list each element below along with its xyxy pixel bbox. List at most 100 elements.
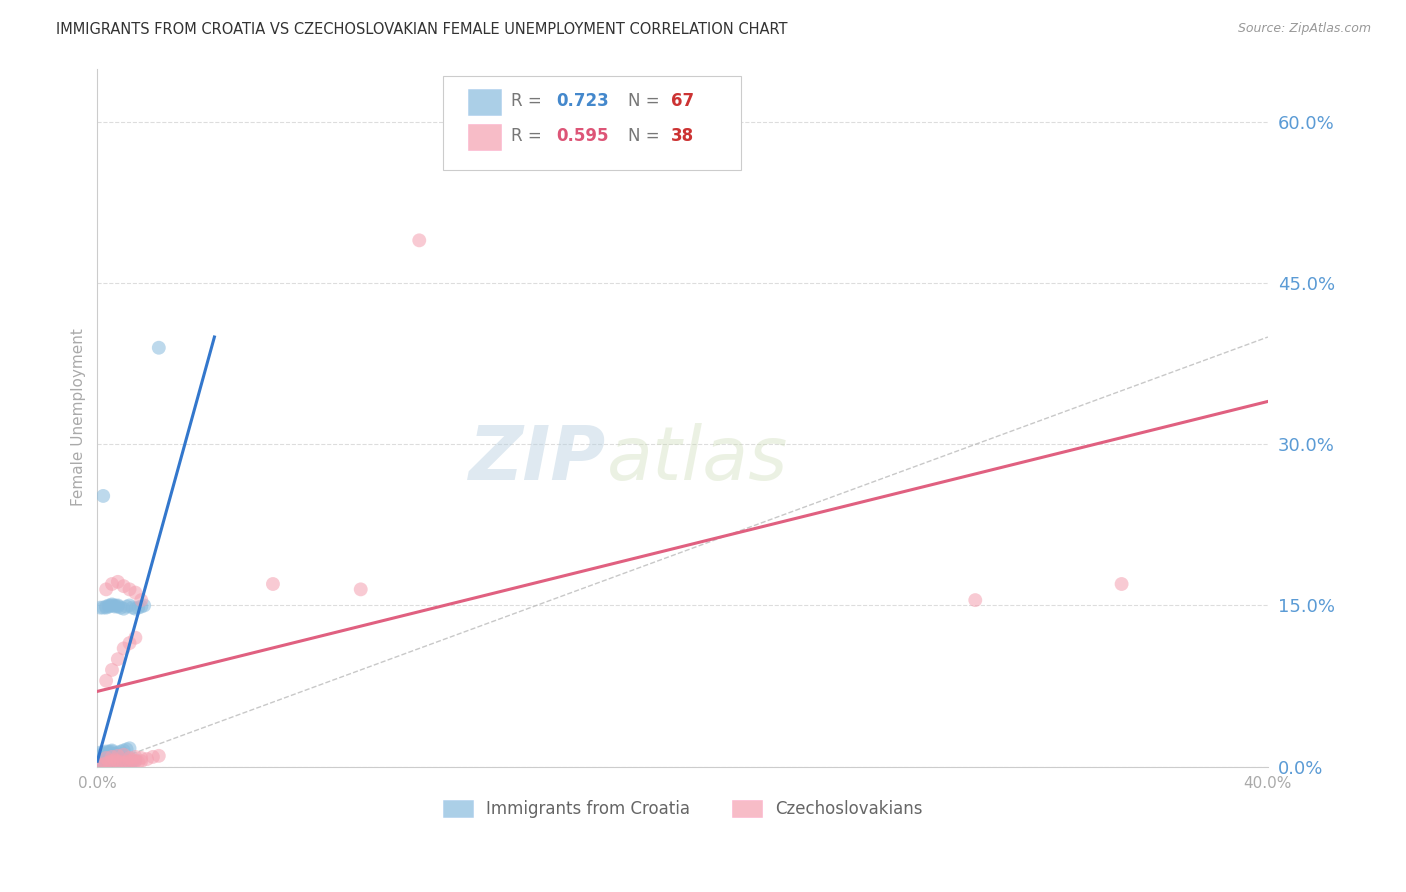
Bar bbox=[468, 124, 501, 150]
Point bbox=[98, 758, 121, 772]
Point bbox=[101, 599, 124, 613]
Point bbox=[118, 741, 141, 756]
Point bbox=[107, 756, 129, 770]
Point bbox=[98, 746, 121, 760]
Point bbox=[94, 673, 117, 688]
Point bbox=[121, 754, 143, 768]
Legend: Immigrants from Croatia, Czechoslovakians: Immigrants from Croatia, Czechoslovakian… bbox=[436, 793, 929, 824]
Text: 0.723: 0.723 bbox=[557, 93, 609, 111]
Point bbox=[112, 743, 135, 757]
Point bbox=[89, 756, 111, 771]
Point bbox=[89, 759, 111, 773]
Point bbox=[91, 756, 114, 771]
Point bbox=[101, 758, 124, 772]
Point bbox=[112, 747, 135, 762]
Point bbox=[965, 593, 987, 607]
Point bbox=[115, 599, 138, 614]
Point bbox=[129, 754, 152, 768]
Point bbox=[107, 754, 129, 768]
Point bbox=[124, 754, 146, 768]
Point bbox=[91, 752, 114, 766]
Point bbox=[94, 751, 117, 765]
Point bbox=[136, 752, 159, 766]
Text: R =: R = bbox=[510, 128, 547, 145]
Text: N =: N = bbox=[627, 93, 665, 111]
Point bbox=[124, 753, 146, 767]
Point bbox=[129, 751, 152, 765]
Point bbox=[118, 582, 141, 597]
Point bbox=[121, 600, 143, 615]
Point bbox=[101, 577, 124, 591]
Point bbox=[94, 599, 117, 614]
Text: 38: 38 bbox=[671, 128, 695, 145]
Point bbox=[91, 757, 114, 772]
Point bbox=[91, 759, 114, 773]
Point bbox=[94, 756, 117, 771]
Point bbox=[107, 652, 129, 666]
Point bbox=[115, 756, 138, 770]
Point bbox=[104, 747, 127, 761]
Point bbox=[101, 598, 124, 612]
Point bbox=[91, 758, 114, 772]
Point bbox=[121, 753, 143, 767]
Point bbox=[89, 757, 111, 772]
Point bbox=[89, 754, 111, 768]
Point bbox=[91, 746, 114, 760]
Point bbox=[98, 756, 121, 770]
Point bbox=[89, 600, 111, 615]
Point bbox=[94, 747, 117, 761]
Point bbox=[118, 599, 141, 613]
Point bbox=[94, 759, 117, 773]
Point bbox=[148, 748, 170, 763]
Point bbox=[124, 585, 146, 599]
Point bbox=[118, 756, 141, 770]
Point bbox=[112, 757, 135, 772]
Point bbox=[115, 742, 138, 756]
Point bbox=[89, 746, 111, 760]
Text: Source: ZipAtlas.com: Source: ZipAtlas.com bbox=[1237, 22, 1371, 36]
Point bbox=[127, 600, 149, 615]
Point bbox=[262, 577, 284, 591]
Point bbox=[127, 756, 149, 770]
Point bbox=[110, 600, 132, 615]
Point bbox=[129, 593, 152, 607]
Point bbox=[104, 748, 127, 763]
Point bbox=[110, 745, 132, 759]
Point bbox=[107, 574, 129, 589]
Point bbox=[101, 663, 124, 677]
Point bbox=[94, 756, 117, 771]
Point bbox=[89, 758, 111, 772]
Point bbox=[107, 748, 129, 763]
Point bbox=[104, 599, 127, 614]
Point bbox=[101, 753, 124, 767]
Point bbox=[94, 758, 117, 772]
Point bbox=[98, 599, 121, 614]
Point bbox=[91, 489, 114, 503]
Bar bbox=[468, 89, 501, 115]
Point bbox=[94, 600, 117, 615]
Point bbox=[112, 579, 135, 593]
Point bbox=[118, 636, 141, 650]
Text: IMMIGRANTS FROM CROATIA VS CZECHOSLOVAKIAN FEMALE UNEMPLOYMENT CORRELATION CHART: IMMIGRANTS FROM CROATIA VS CZECHOSLOVAKI… bbox=[56, 22, 787, 37]
FancyBboxPatch shape bbox=[443, 76, 741, 169]
Point bbox=[408, 233, 430, 247]
Point bbox=[148, 341, 170, 355]
Text: R =: R = bbox=[510, 93, 547, 111]
Point bbox=[98, 751, 121, 765]
Point bbox=[118, 754, 141, 768]
Y-axis label: Female Unemployment: Female Unemployment bbox=[72, 328, 86, 507]
Point bbox=[112, 756, 135, 771]
Point bbox=[89, 748, 111, 763]
Point bbox=[1111, 577, 1133, 591]
Point bbox=[101, 745, 124, 759]
Point bbox=[350, 582, 373, 597]
Point bbox=[101, 743, 124, 757]
Point bbox=[142, 750, 165, 764]
Point bbox=[124, 601, 146, 615]
Point bbox=[98, 599, 121, 613]
Point bbox=[112, 601, 135, 615]
Point bbox=[107, 746, 129, 760]
Point bbox=[124, 750, 146, 764]
Text: 0.595: 0.595 bbox=[557, 128, 609, 145]
Point bbox=[101, 750, 124, 764]
